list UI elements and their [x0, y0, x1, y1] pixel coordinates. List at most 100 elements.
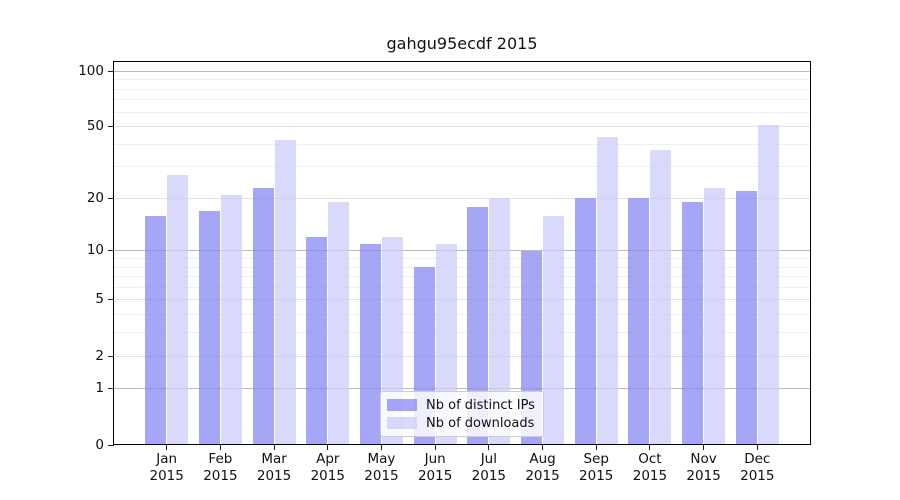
- x-axis-tick: [649, 445, 651, 450]
- x-axis-tick: [703, 445, 705, 450]
- bar-distinct-ips: [198, 210, 220, 444]
- x-axis-tick: [166, 445, 168, 450]
- x-axis-tick-year: 2015: [525, 468, 560, 484]
- bar-distinct-ips: [682, 202, 704, 444]
- bar-downloads: [274, 140, 296, 444]
- y-axis-tick: [108, 126, 114, 128]
- gridline: [114, 250, 810, 252]
- x-axis-tick-label: Oct 2015: [618, 451, 682, 485]
- gridline: [114, 266, 810, 268]
- x-axis-tick-label: Dec 2015: [725, 451, 789, 485]
- x-axis-tick-label: Jun 2015: [403, 451, 467, 485]
- gridline: [114, 276, 810, 278]
- gridline: [114, 286, 810, 288]
- x-axis-tick-label: Feb 2015: [188, 451, 252, 485]
- y-axis-tick-label: 100: [78, 62, 104, 79]
- x-axis-tick-year: 2015: [740, 468, 775, 484]
- x-axis-tick-year: 2015: [417, 468, 453, 484]
- gridline: [114, 388, 810, 390]
- x-axis-tick-year: 2015: [149, 468, 184, 484]
- gridline: [114, 111, 810, 113]
- gridline: [114, 258, 810, 260]
- bar-distinct-ips: [735, 191, 757, 444]
- x-axis-tick-label: Jan 2015: [135, 451, 199, 485]
- x-axis-tick: [219, 445, 221, 450]
- x-axis-tick: [595, 445, 597, 450]
- bar-distinct-ips: [306, 237, 328, 444]
- bar-distinct-ips: [574, 198, 596, 444]
- y-axis-tick: [108, 355, 114, 357]
- legend: Nb of distinct IPs Nb of downloads: [380, 391, 544, 437]
- y-axis-tick-label: 5: [95, 291, 104, 308]
- legend-swatch-downloads: [387, 417, 417, 429]
- gridline: [114, 88, 810, 90]
- x-axis-tick-year: 2015: [256, 468, 292, 484]
- bar-downloads: [167, 175, 189, 444]
- x-axis-tick-year: 2015: [203, 468, 238, 484]
- x-axis-tick-year: 2015: [579, 468, 614, 484]
- x-axis-tick-label: Aug 2015: [511, 451, 575, 485]
- legend-label-distinct-ips: Nb of distinct IPs: [426, 397, 535, 413]
- gridline: [114, 99, 810, 101]
- bar-downloads: [543, 215, 565, 444]
- gridline: [114, 126, 810, 128]
- y-axis-tick-label: 1: [95, 380, 104, 397]
- bar-downloads: [489, 198, 511, 444]
- y-axis-tick: [108, 197, 114, 199]
- gridline: [114, 79, 810, 81]
- legend-item-distinct-ips: Nb of distinct IPs: [381, 396, 543, 414]
- x-axis-tick-year: 2015: [364, 468, 399, 484]
- bar-distinct-ips: [359, 243, 381, 444]
- x-axis-tick: [434, 445, 436, 450]
- gridline: [114, 332, 810, 334]
- y-axis-tick-label: 50: [86, 118, 104, 135]
- y-axis-tick-label: 10: [86, 242, 104, 259]
- y-axis-tick-label: 20: [86, 189, 104, 206]
- x-axis-tick-label: Sep 2015: [564, 451, 628, 485]
- y-axis-tick: [108, 444, 114, 446]
- gridline: [114, 299, 810, 301]
- gridline: [114, 197, 810, 199]
- bar-distinct-ips: [145, 215, 167, 444]
- bar-downloads: [650, 150, 672, 444]
- x-axis-tick-label: Mar 2015: [242, 451, 306, 485]
- x-axis-tick: [542, 445, 544, 450]
- bar-distinct-ips: [467, 206, 489, 444]
- y-axis-tick: [108, 388, 114, 390]
- y-axis-tick: [108, 70, 114, 72]
- x-axis-tick-year: 2015: [471, 468, 507, 484]
- y-axis-tick: [108, 250, 114, 252]
- bar-downloads: [757, 125, 779, 444]
- x-axis-tick: [327, 445, 329, 450]
- x-axis-tick: [273, 445, 275, 450]
- x-axis-tick-label: Jul 2015: [457, 451, 521, 485]
- bar-distinct-ips: [252, 187, 274, 444]
- gridline: [114, 70, 810, 72]
- x-axis-tick: [380, 445, 382, 450]
- x-axis-tick-label: May 2015: [349, 451, 413, 485]
- legend-swatch-distinct-ips: [387, 399, 417, 411]
- y-axis-tick: [108, 299, 114, 301]
- y-axis-tick-label: 2: [95, 347, 104, 364]
- x-axis-tick: [756, 445, 758, 450]
- bar-downloads: [596, 136, 618, 444]
- x-axis-tick: [488, 445, 490, 450]
- legend-item-downloads: Nb of downloads: [381, 414, 543, 432]
- gridline: [114, 166, 810, 168]
- gridline: [114, 355, 810, 357]
- x-axis-tick-label: Apr 2015: [296, 451, 360, 485]
- bar-downloads: [328, 202, 350, 444]
- x-axis-tick-year: 2015: [632, 468, 668, 484]
- x-axis-tick-label: Nov 2015: [672, 451, 736, 485]
- y-axis-tick-label: 0: [95, 436, 104, 453]
- chart-title: gahgu95ecdf 2015: [386, 34, 538, 53]
- bar-distinct-ips: [628, 198, 650, 444]
- x-axis-tick-year: 2015: [686, 468, 721, 484]
- bar-downloads: [220, 194, 242, 444]
- gridline: [114, 314, 810, 316]
- x-axis-tick-year: 2015: [310, 468, 345, 484]
- legend-label-downloads: Nb of downloads: [426, 415, 535, 431]
- bar-downloads: [704, 187, 726, 444]
- gridline: [114, 143, 810, 145]
